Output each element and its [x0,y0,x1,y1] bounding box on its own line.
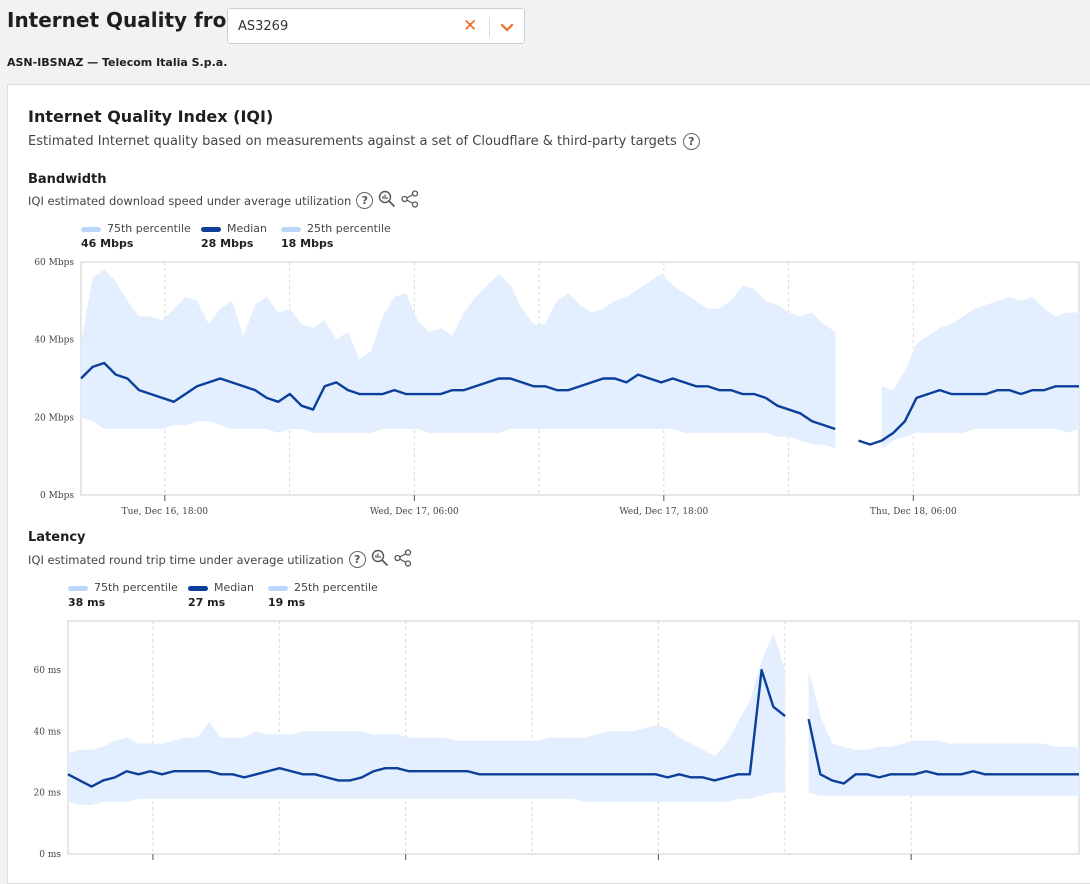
bandwidth-subtitle-text: IQI estimated download speed under avera… [28,193,352,208]
legend-value: 28 Mbps [201,237,254,250]
latency-subtitle-text: IQI estimated round trip time under aver… [28,552,344,567]
legend-value: 19 ms [268,596,306,609]
legend-swatch [268,585,288,591]
legend-label: 75th percentile [107,222,191,235]
legend-item-bandwidth-2[interactable]: 25th percentile [281,222,391,235]
legend-item-bandwidth-1[interactable]: Median [201,222,267,235]
legend-value: 46 Mbps [81,237,134,250]
zoom-chart-icon[interactable] [378,190,396,211]
legend-swatch [201,226,221,232]
legend-label: 25th percentile [307,222,391,235]
legend-label: Median [214,581,255,594]
latency-y-tick-label: 20 ms [34,789,62,799]
bandwidth-y-tick-label: 20 Mbps [34,413,74,423]
share-icon[interactable] [401,190,419,211]
bandwidth-x-tick-label: Tue, Dec 16, 18:00 [122,507,209,517]
chevron-down-icon[interactable] [500,20,514,39]
legend-item-bandwidth-0[interactable]: 75th percentile [81,222,191,235]
latency-y-tick-label: 60 ms [34,666,62,676]
legend-value: 27 ms [188,596,226,609]
legend-swatch [81,226,101,232]
asn-select[interactable]: AS3269 ✕ [227,8,525,44]
latency-y-tick-label: 40 ms [34,727,62,737]
bandwidth-median-line [80,361,836,431]
legend-value: 18 Mbps [281,237,334,250]
legend-value: 38 ms [68,596,106,609]
asn-name: ASN-IBSNAZ — Telecom Italia S.p.a. [7,56,228,69]
share-icon[interactable] [394,549,412,570]
latency-median-line [67,668,786,788]
bandwidth-x-tick-label: Wed, Dec 17, 18:00 [619,507,708,517]
legend-item-latency-1[interactable]: Median [188,581,254,594]
legend-swatch [188,585,208,591]
legend-label: 25th percentile [294,581,378,594]
close-icon[interactable]: ✕ [463,16,478,36]
help-icon[interactable]: ? [348,551,366,568]
legend-item-latency-2[interactable]: 25th percentile [268,581,378,594]
bandwidth-x-tick-label: Thu, Dec 18, 06:00 [870,507,957,517]
bandwidth-percentile-band [81,269,836,449]
bandwidth-y-tick-label: 0 Mbps [40,491,74,501]
legend-swatch [281,226,301,232]
latency-median-line [807,718,1079,785]
latency-subtitle: IQI estimated round trip time under aver… [28,549,412,570]
bandwidth-percentile-band [881,296,1079,449]
legend-label: Median [227,222,268,235]
bandwidth-y-tick-label: 40 Mbps [34,336,74,346]
card-subtitle-text: Estimated Internet quality based on meas… [28,134,677,149]
legend-swatch [68,585,88,591]
page-title: Internet Quality from [7,8,248,32]
help-icon[interactable]: ? [356,192,374,209]
header-bar: Internet Quality from [7,8,257,32]
latency-title: Latency [28,530,86,545]
help-icon[interactable]: ? [682,133,700,150]
latency-percentile-band [68,633,786,805]
card-subtitle: Estimated Internet quality based on meas… [28,133,700,150]
legend-item-latency-0[interactable]: 75th percentile [68,581,178,594]
asn-select-value[interactable]: AS3269 [238,19,289,34]
bandwidth-subtitle: IQI estimated download speed under avera… [28,190,419,211]
latency-y-tick-label: 0 ms [39,850,61,860]
bandwidth-y-tick-label: 60 Mbps [34,258,74,268]
card-title: Internet Quality Index (IQI) [28,107,274,126]
latency-percentile-band [808,670,1079,796]
bandwidth-x-tick-label: Wed, Dec 17, 06:00 [370,507,459,517]
legend-label: 75th percentile [94,581,178,594]
charts-layer: 0 Mbps 20 Mbps 40 Mbps 60 Mbps Tue, Dec 16, … [34,258,1080,860]
bandwidth-title: Bandwidth [28,172,107,187]
zoom-chart-icon[interactable] [371,549,389,570]
bandwidth-median-line [858,385,1079,446]
select-divider [489,17,490,37]
